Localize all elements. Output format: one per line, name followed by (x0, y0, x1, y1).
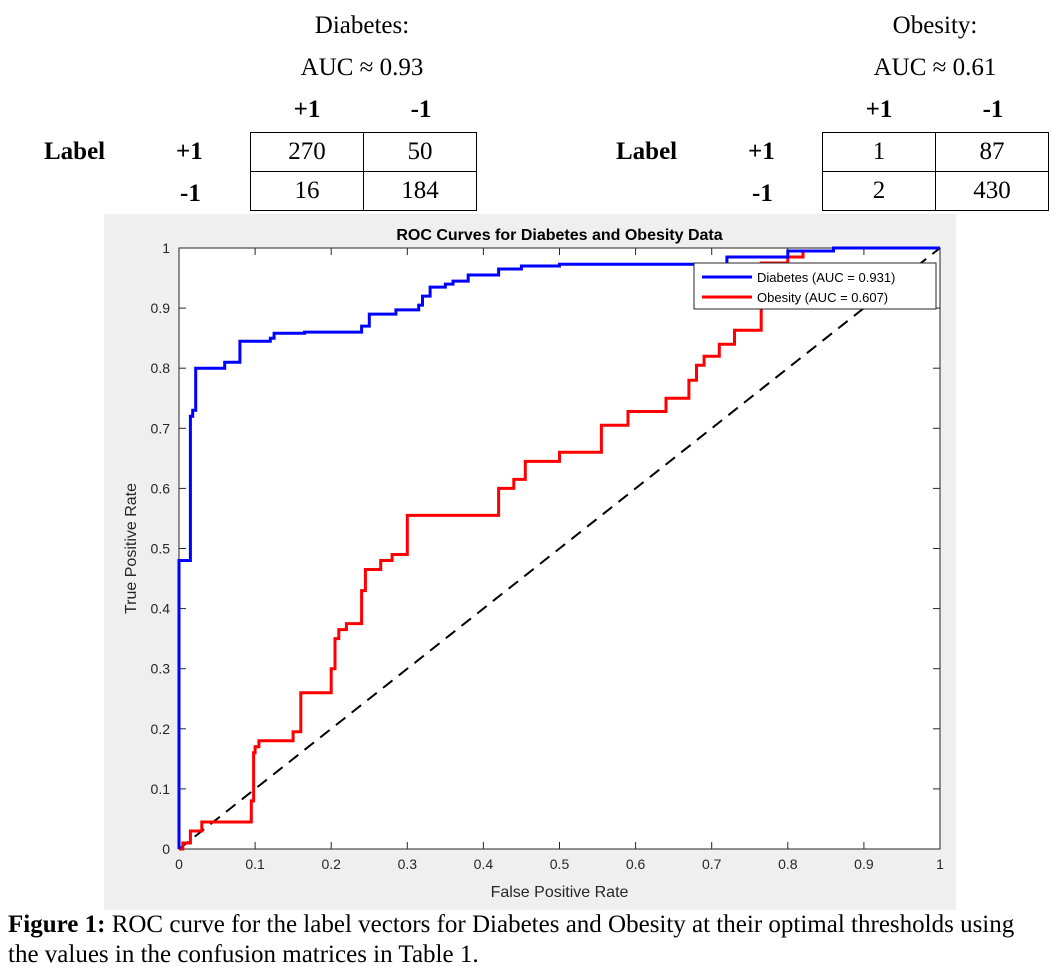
diabetes-cell-fn: 50 (363, 132, 477, 172)
diabetes-row-head-neg: -1 (180, 180, 201, 207)
figure-caption: Figure 1: ROC curve for the label vector… (8, 910, 1048, 970)
y-tick-label: 0.8 (151, 360, 171, 376)
x-tick-label: 0.3 (398, 856, 418, 872)
x-tick-label: 0.6 (626, 856, 646, 872)
y-axis-label: True Positive Rate (123, 483, 140, 614)
obesity-cell-fn: 87 (935, 132, 1049, 172)
obesity-matrix-auc: AUC ≈ 0.61 (873, 54, 997, 81)
obesity-row-label: Label (616, 138, 678, 165)
chance-diagonal-line (178, 247, 941, 850)
legend-entry-label: Diabetes (AUC = 0.931) (757, 270, 895, 285)
y-tick-label: 0.1 (151, 781, 171, 797)
chart-title: ROC Curves for Diabetes and Obesity Data (396, 227, 722, 244)
roc-chart: ROC Curves for Diabetes and Obesity Data… (104, 214, 956, 910)
obesity-row-head-neg: -1 (752, 180, 773, 207)
x-tick-label: 0.2 (321, 856, 341, 872)
series-line-diabetes (177, 246, 940, 849)
series-lines (177, 246, 941, 851)
legend: Diabetes (AUC = 0.931) Obesity (AUC = 0.6… (693, 262, 937, 310)
diabetes-row-head-pos: +1 (176, 138, 203, 165)
obesity-confusion-matrix: 1 87 2 430 (822, 132, 1049, 211)
x-tick-label: 1 (936, 856, 944, 872)
diabetes-cell-fp: 16 (250, 171, 364, 211)
x-tick-label: 0.9 (854, 856, 874, 872)
obesity-col-head-pos: +1 (865, 96, 893, 123)
y-tick-label: 0.9 (151, 300, 171, 316)
y-tick-label: 0 (162, 841, 170, 857)
diabetes-cell-tp: 270 (250, 132, 364, 172)
diabetes-row-label: Label (44, 138, 106, 165)
diabetes-cell-tn: 184 (363, 171, 477, 211)
diabetes-confusion-matrix: 270 50 16 184 (250, 132, 477, 211)
x-tick-label: 0 (175, 856, 183, 872)
obesity-cell-tn: 430 (935, 171, 1049, 211)
y-tick-label: 0.6 (151, 480, 171, 496)
x-tick-label: 0.7 (702, 856, 722, 872)
obesity-matrix-title: Obesity: (892, 12, 978, 39)
x-tick-label: 0.1 (245, 856, 265, 872)
figure-caption-text: ROC curve for the label vectors for Diab… (8, 911, 1015, 968)
axis-ticks: 0 0.1 0.2 0.3 0.4 0.5 0.6 0.7 0.8 0.9 1 0 0.1 0.2 0.3 0… (151, 240, 945, 872)
y-tick-label: 0.3 (151, 661, 171, 677)
y-tick-label: 0.7 (151, 420, 171, 436)
diabetes-col-head-pos: +1 (293, 96, 321, 123)
y-tick-label: 0.5 (151, 541, 171, 557)
diabetes-matrix-title: Diabetes: (314, 12, 410, 39)
roc-chart-svg: ROC Curves for Diabetes and Obesity Data… (123, 227, 945, 901)
x-tick-label: 0.8 (778, 856, 798, 872)
legend-entry-label: Obesity (AUC = 0.607) (757, 290, 888, 305)
x-tick-label: 0.4 (474, 856, 494, 872)
x-tick-label: 0.5 (550, 856, 570, 872)
obesity-row-head-pos: +1 (748, 138, 775, 165)
obesity-col-head-neg: -1 (982, 96, 1004, 123)
legend-box (693, 262, 937, 310)
figure-caption-label: Figure 1: (8, 911, 106, 938)
y-tick-label: 0.2 (151, 721, 171, 737)
y-tick-label: 0.4 (151, 601, 171, 617)
y-tick-label: 1 (162, 240, 170, 256)
obesity-cell-fp: 2 (822, 171, 936, 211)
diabetes-col-head-neg: -1 (410, 96, 432, 123)
diabetes-matrix-auc: AUC ≈ 0.93 (300, 54, 424, 81)
obesity-cell-tp: 1 (822, 132, 936, 172)
x-axis-label: False Positive Rate (491, 884, 629, 901)
series-line-obesity (179, 246, 940, 851)
